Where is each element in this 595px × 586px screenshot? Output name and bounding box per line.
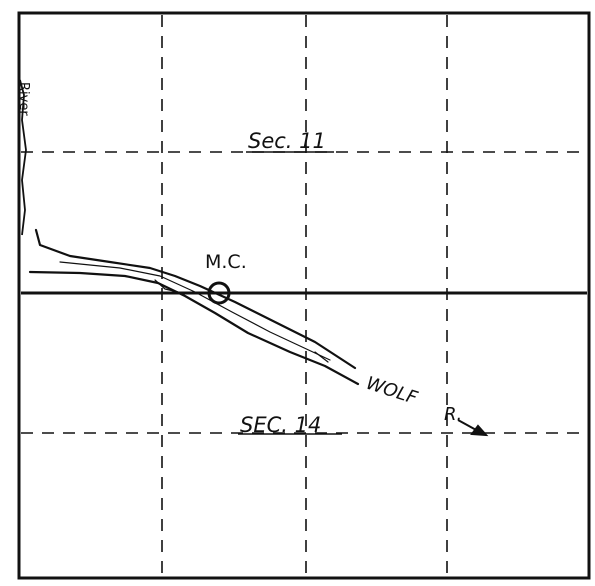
mc-marker-label: M.C. xyxy=(205,251,247,273)
river-arrow-label: R. xyxy=(444,404,462,425)
river-channel xyxy=(59,261,331,361)
river xyxy=(28,228,360,386)
section-grid xyxy=(21,15,587,576)
section-label-south: SEC. 14 xyxy=(240,413,321,437)
river-edge-label: River xyxy=(16,82,31,116)
mc-marker-circle xyxy=(207,281,231,305)
river-bank-south xyxy=(28,270,360,386)
river-flow-arrow-head xyxy=(470,424,489,437)
river-channel-loop xyxy=(154,279,329,363)
river-flow-arrow-icon xyxy=(457,419,489,437)
river-bank-north xyxy=(34,228,357,370)
section-label-north: Sec. 11 xyxy=(248,129,326,153)
river-edge-stroke xyxy=(19,79,27,236)
river-edge-scribble xyxy=(19,79,27,236)
river-name-label: WOLF xyxy=(363,373,420,409)
map-border xyxy=(17,11,591,580)
